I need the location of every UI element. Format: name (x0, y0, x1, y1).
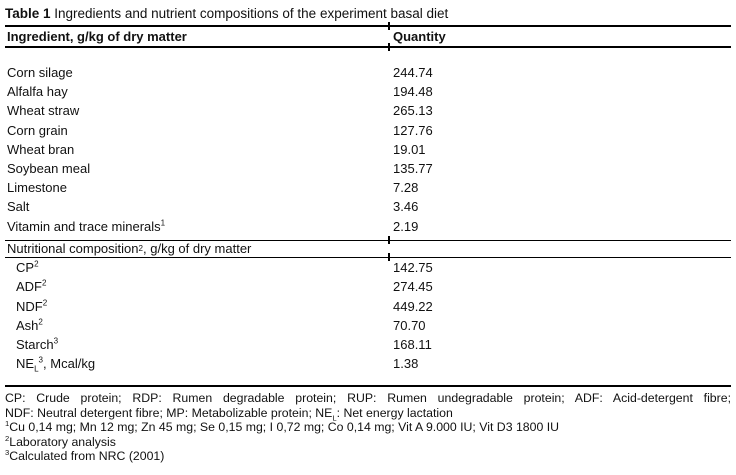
table-row: ADF2 274.45 (5, 277, 731, 296)
table-row: CP2 142.75 (5, 258, 731, 277)
footnote-marker: 2 (42, 298, 48, 308)
subscript: L (332, 413, 337, 423)
abbreviations-line-2: NDF: Neutral detergent fibre; MP: Metabo… (5, 405, 453, 423)
nutrient-name: Ash (16, 317, 39, 333)
nutrient-units: , Mcal/kg (43, 356, 96, 372)
footnote-marker: 2 (42, 279, 47, 289)
table-row: NDF2 449.22 (5, 297, 731, 316)
ingredient-name: Corn silage (7, 65, 73, 81)
ingredient-quantity: 7.28 (393, 180, 419, 196)
footnote-marker: 1 (5, 419, 10, 429)
header-row: Ingredient, g/kg of dry matter Quantity (5, 27, 731, 46)
nutrient-quantity: 142.75 (393, 260, 433, 276)
ingredient-quantity: 2.19 (393, 218, 419, 234)
footnote-marker: 2 (34, 259, 39, 269)
spacer-row (5, 48, 731, 63)
footnote-marker: 2 (38, 317, 43, 327)
table-row: Wheat bran 19.01 (5, 140, 731, 159)
abbreviations-line-1: CP: Crude protein; RDP: Rumen degradable… (5, 391, 731, 406)
footnote-marker: 3 (53, 336, 59, 346)
footnote-marker: 3 (38, 355, 44, 365)
ingredient-name: Vitamin and trace minerals (7, 218, 161, 234)
nutrient-name: NE (16, 356, 35, 372)
section-header: Nutritional composition 2, g/kg of dry ma… (7, 241, 252, 257)
nutrient-name: CP (16, 260, 35, 276)
rule-below-header (5, 46, 731, 48)
nutrient-name: Starch (16, 337, 54, 353)
ingredient-quantity: 194.48 (393, 84, 433, 100)
footnote-marker: 3 (5, 447, 10, 457)
nutrient-quantity: 70.70 (393, 317, 426, 333)
footnotes: CP: Crude protein; RDP: Rumen degradable… (5, 387, 731, 463)
column-divider-stub (388, 43, 390, 51)
ingredient-name: Wheat bran (7, 141, 75, 157)
table-row: Corn silage 244.74 (5, 63, 731, 82)
table-number: Table 1 (5, 6, 51, 21)
rule-below-section (5, 257, 731, 259)
ingredient-name: Alfalfa hay (7, 84, 68, 100)
ingredient-quantity: 135.77 (393, 161, 433, 177)
table-row: Vitamin and trace minerals1 2.19 (5, 217, 731, 236)
nutrient-quantity: 168.11 (393, 337, 432, 353)
ingredient-quantity: 127.76 (393, 122, 433, 138)
col-header-quantity: Quantity (393, 29, 446, 44)
nutrient-name: NDF (16, 298, 43, 314)
column-divider-stub (388, 253, 390, 261)
rule-above-footnotes (5, 385, 731, 388)
ingredient-quantity: 265.13 (393, 103, 433, 119)
table-row: NEL3, Mcal/kg 1.38 (5, 354, 731, 373)
column-divider-stub (388, 22, 390, 30)
table-row: Wheat straw 265.13 (5, 101, 731, 120)
nutrient-quantity: 274.45 (393, 279, 433, 295)
table-caption: Table 1 Ingredients and nutrient composi… (5, 4, 731, 25)
ingredient-name: Wheat straw (7, 103, 80, 119)
footnote-marker: 1 (160, 218, 166, 228)
col-header-ingredient: Ingredient, g/kg of dry matter (7, 29, 187, 44)
section-title: Nutritional composition (7, 241, 139, 257)
table-row: Corn grain 127.76 (5, 121, 731, 140)
ingredient-quantity: 19.01 (393, 141, 426, 157)
table-row: Soybean meal 135.77 (5, 159, 731, 178)
ingredient-name: Salt (7, 199, 30, 215)
footnote-1: 1Cu 0,14 mg; Mn 12 mg; Zn 45 mg; Se 0,15… (5, 419, 560, 435)
table-row: Alfalfa hay 194.48 (5, 82, 731, 101)
nutrient-name: ADF (16, 279, 42, 295)
subscript: L (34, 364, 39, 374)
ingredient-quantity: 244.74 (393, 65, 433, 81)
ingredient-name: Soybean meal (7, 161, 91, 177)
table-row: Limestone 7.28 (5, 178, 731, 197)
nutrient-quantity: 449.22 (393, 298, 433, 314)
ingredient-name: Limestone (7, 180, 67, 196)
nutrient-quantity: 1.38 (393, 356, 419, 372)
table-row: Ash2 70.70 (5, 316, 731, 335)
table-row: Starch3 168.11 (5, 335, 731, 354)
table-caption-text: Ingredients and nutrient compositions of… (50, 6, 449, 21)
column-divider-stub (388, 236, 390, 244)
gap (5, 373, 731, 385)
rule-above-section (5, 239, 731, 241)
ingredient-name: Corn grain (7, 122, 68, 138)
section-title-units: , g/kg of dry matter (143, 241, 252, 257)
footnote-marker: 2 (5, 433, 10, 443)
rule-below-title (5, 25, 731, 27)
table-row: Salt 3.46 (5, 197, 731, 216)
footnote-3: 3Calculated from NRC (2001) (5, 447, 165, 463)
footnote-2: 2Laboratory analysis (5, 433, 116, 449)
ingredient-quantity: 3.46 (393, 199, 419, 215)
